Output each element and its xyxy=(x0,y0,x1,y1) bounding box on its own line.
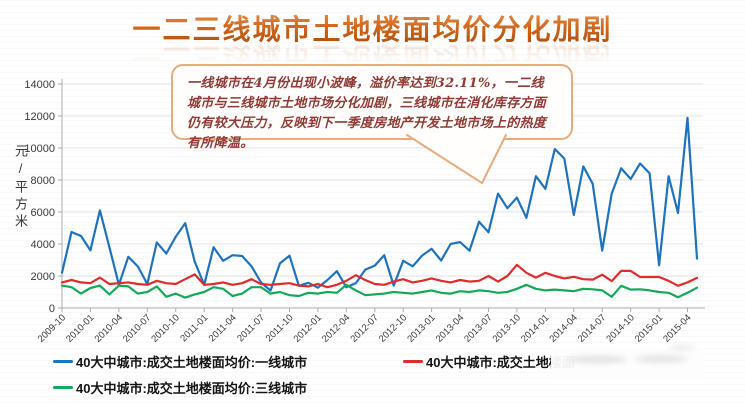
svg-text:2014-10: 2014-10 xyxy=(604,312,636,344)
svg-text:12000: 12000 xyxy=(24,111,55,123)
svg-text:14000: 14000 xyxy=(24,79,55,91)
svg-text:2015-01: 2015-01 xyxy=(633,312,665,344)
legend-swatch-tier2-red xyxy=(403,359,423,364)
svg-text:8000: 8000 xyxy=(31,175,55,187)
svg-text:2012-10: 2012-10 xyxy=(377,312,409,344)
svg-text:2010-07: 2010-07 xyxy=(121,312,153,344)
svg-text:2013-04: 2013-04 xyxy=(434,312,466,344)
legend-label-tier2: 40大中城市:成交土地楼面 xyxy=(426,355,575,370)
svg-text:0: 0 xyxy=(49,303,55,315)
legend-label-tier3: 40大中城市:成交土地楼面均价:三线城市 xyxy=(76,381,308,396)
title-block: 一二三线城市土地楼面均价分化加剧 一二三线城市土地楼面均价分化加剧 xyxy=(0,8,745,79)
blur-smudge xyxy=(669,345,695,350)
legend-swatch-tier3-green xyxy=(53,385,73,390)
svg-text:2012-04: 2012-04 xyxy=(320,312,352,344)
svg-text:4000: 4000 xyxy=(31,239,55,251)
blur-smudge xyxy=(635,355,687,363)
svg-text:2015-04: 2015-04 xyxy=(661,312,693,344)
svg-text:2011-10: 2011-10 xyxy=(264,312,296,344)
svg-text:2011-07: 2011-07 xyxy=(235,312,267,344)
svg-text:2012-01: 2012-01 xyxy=(292,312,324,344)
svg-text:2000: 2000 xyxy=(31,271,55,283)
svg-text:2013-10: 2013-10 xyxy=(491,312,523,344)
watermark-blur-patch xyxy=(551,345,703,381)
svg-text:6000: 6000 xyxy=(31,207,55,219)
svg-text:2014-04: 2014-04 xyxy=(547,312,579,344)
y-axis-title: 元/平方米 xyxy=(13,144,28,231)
page-title: 一二三线城市土地楼面均价分化加剧 xyxy=(132,8,612,48)
svg-text:2011-04: 2011-04 xyxy=(207,312,239,344)
svg-text:2010-04: 2010-04 xyxy=(93,312,125,344)
legend-label-tier1: 40大中城市:成交土地楼面均价:一线城市 xyxy=(76,355,308,370)
legend-item-tier2: 40大中城市:成交土地楼面 xyxy=(403,352,575,371)
svg-text:2009-10: 2009-10 xyxy=(36,312,68,344)
svg-text:2013-07: 2013-07 xyxy=(462,312,494,344)
callout-box: 一线城市在4月份出现小波峰，溢价率达到32.11%，一二线城市与三线城市土地市场… xyxy=(171,64,573,151)
svg-text:2010-01: 2010-01 xyxy=(64,312,96,344)
svg-text:2014-07: 2014-07 xyxy=(576,312,608,344)
svg-text:2012-07: 2012-07 xyxy=(348,312,380,344)
legend-swatch-tier1-blue xyxy=(53,359,73,364)
blur-smudge xyxy=(569,356,627,363)
svg-text:2014-01: 2014-01 xyxy=(519,312,551,344)
svg-text:2013-01: 2013-01 xyxy=(405,312,437,344)
svg-text:10000: 10000 xyxy=(24,143,55,155)
legend-item-tier1: 40大中城市:成交土地楼面均价:一线城市 xyxy=(53,352,307,371)
svg-text:2011-01: 2011-01 xyxy=(178,312,210,344)
svg-text:2010-10: 2010-10 xyxy=(149,312,181,344)
legend-item-tier3: 40大中城市:成交土地楼面均价:三线城市 xyxy=(53,378,307,397)
callout-text: 一线城市在4月份出现小波峰，溢价率达到32.11%，一二线城市与三线城市土地市场… xyxy=(187,76,547,152)
